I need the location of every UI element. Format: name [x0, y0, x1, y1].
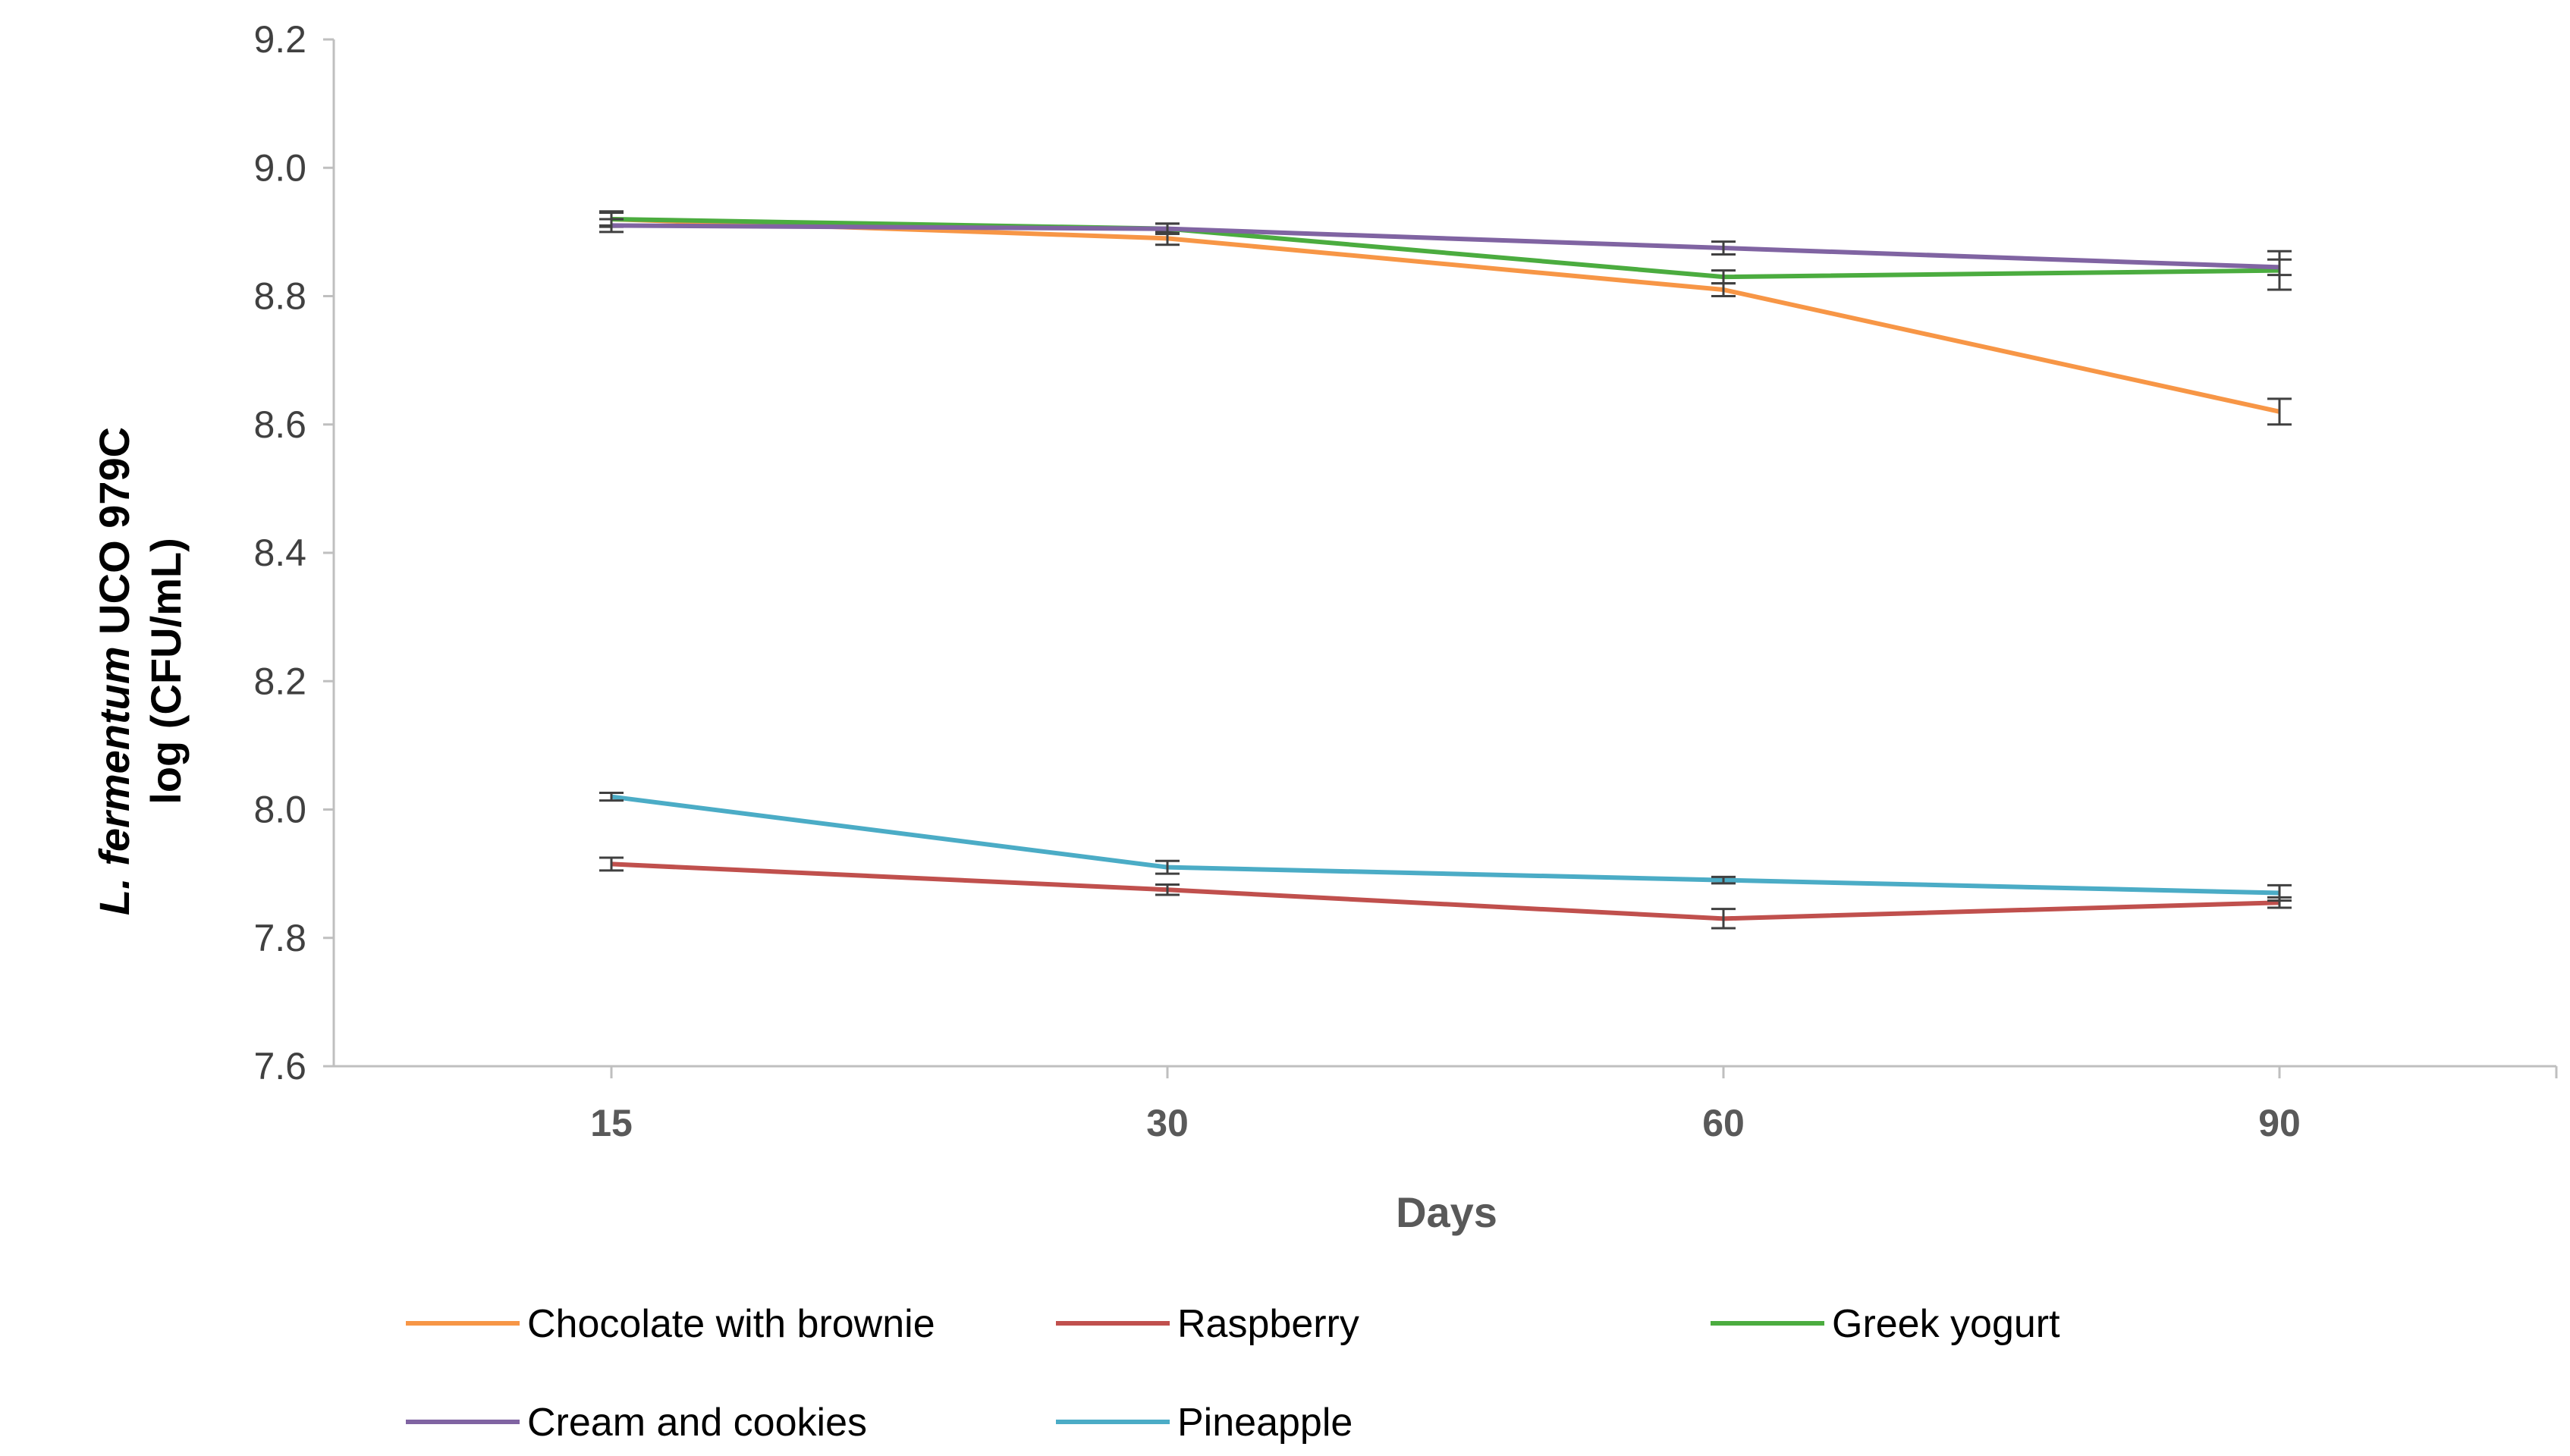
- y-axis-ticks: 7.6 7.8 8.0 8.2 8.4 8.6 8.8 9.0 9.2: [253, 18, 334, 1087]
- y-axis-title-line2: log (CFU/mL): [142, 538, 190, 804]
- y-axis-title-strain: UCO 979C: [90, 427, 138, 646]
- series-line: [611, 861, 2280, 921]
- series-line: [611, 216, 2280, 414]
- legend-label: Greek yogurt: [1832, 1302, 2060, 1346]
- legend-item: Chocolate with brownie: [406, 1302, 935, 1346]
- series-raspberry: [599, 856, 2292, 930]
- series-line: [611, 223, 2280, 270]
- series-pineapple: [599, 791, 2292, 902]
- legend-label: Pineapple: [1177, 1401, 1353, 1445]
- y-tick-label: 8.4: [253, 532, 306, 574]
- chart-axes: [332, 39, 2556, 1068]
- legend-label: Raspberry: [1177, 1302, 1359, 1346]
- series-cream-and-cookies: [599, 218, 2292, 277]
- x-tick-label: 15: [590, 1102, 633, 1144]
- svg-text:L. fermentum UCO 979C: L. fermentum UCO 979C: [90, 427, 138, 915]
- legend-item: Greek yogurt: [1711, 1302, 2060, 1346]
- legend-item: Raspberry: [1056, 1302, 1359, 1346]
- x-axis-ticks: 15 30 60 90: [590, 1066, 2558, 1144]
- y-tick-label: 9.0: [253, 146, 306, 189]
- y-tick-label: 8.8: [253, 275, 306, 318]
- y-tick-label: 8.2: [253, 660, 306, 702]
- x-tick-label: 90: [2258, 1102, 2301, 1144]
- y-axis-title: L. fermentum UCO 979C log (CFU/mL): [90, 427, 190, 915]
- x-tick-label: 60: [1702, 1102, 1745, 1144]
- x-tick-label: 30: [1146, 1102, 1189, 1144]
- y-tick-label: 9.2: [253, 18, 306, 61]
- legend: Chocolate with brownie Raspberry Greek yog…: [406, 1302, 2060, 1445]
- y-tick-label: 7.6: [253, 1045, 306, 1087]
- y-tick-label: 7.8: [253, 917, 306, 959]
- legend-item: Cream and cookies: [406, 1401, 867, 1445]
- series-group: [599, 210, 2292, 930]
- legend-label: Cream and cookies: [527, 1401, 867, 1445]
- x-axis-title: Days: [1396, 1188, 1497, 1236]
- y-tick-label: 8.0: [253, 789, 306, 831]
- y-tick-label: 8.6: [253, 403, 306, 446]
- y-axis-title-species: L. fermentum: [90, 646, 138, 915]
- series-line: [611, 794, 2280, 896]
- series-greek-yogurt: [599, 210, 2292, 291]
- series-chocolate-with-brownie: [599, 211, 2292, 426]
- series-line: [611, 216, 2280, 280]
- legend-item: Pineapple: [1056, 1401, 1353, 1445]
- legend-label: Chocolate with brownie: [527, 1302, 935, 1346]
